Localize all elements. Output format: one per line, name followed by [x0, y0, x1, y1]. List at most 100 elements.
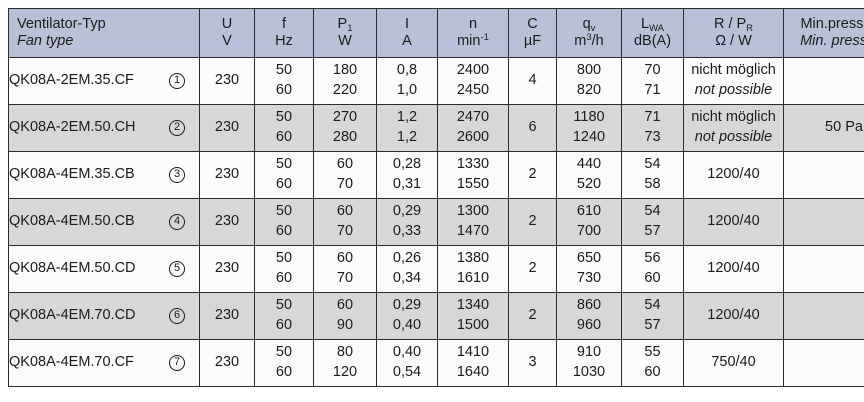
cell-air-flow: 650 730 — [556, 245, 622, 293]
cell-air-flow-value: 610 700 — [557, 202, 621, 241]
cell-power: 270 280 — [313, 104, 377, 152]
cell-air-flow-line: 1030 — [572, 364, 606, 380]
cell-air-flow-value: 1180 1240 — [557, 108, 621, 147]
cell-speed-value: 1380 1610 — [438, 249, 508, 288]
cell-power-line: 180 — [332, 62, 358, 79]
cell-air-flow-line: 820 — [576, 82, 602, 98]
cell-current-value: 0,26 0,34 — [377, 249, 437, 288]
cell-current-value: 0,40 0,54 — [377, 343, 437, 382]
cell-resistance: 750/40 — [683, 339, 784, 387]
header-line-primary: C — [527, 15, 538, 32]
cell-current-line: 0,8 — [396, 62, 418, 79]
cell-fan-type: QK08A-4EM.50.CB 4 — [8, 198, 200, 246]
fan-type-wrap: QK08A-4EM.50.CB 4 — [9, 213, 199, 230]
cell-air-flow-line: 860 — [576, 297, 602, 314]
cell-capacitance-value: 4 — [509, 72, 556, 89]
cell-resistance-value: 1200/40 — [684, 307, 783, 324]
header-line-unit: Ω / W — [715, 33, 752, 49]
cell-air-flow-line: 650 — [576, 250, 602, 267]
cell-voltage-value: 230 — [200, 166, 254, 183]
table-row[interactable]: QK08A-4EM.35.CB 3 230 50 60 60 70 0,28 0,31 1330 1… — [8, 151, 864, 199]
cell-speed: 1380 1610 — [437, 245, 509, 293]
cell-current-line: 0,29 — [392, 297, 422, 314]
cell-air-flow-value: 910 1030 — [557, 343, 621, 382]
cell-resistance-line: 1200/40 — [707, 307, 760, 324]
cell-frequency-value: 50 60 — [255, 155, 313, 194]
cell-speed-line: 1610 — [456, 270, 490, 286]
cell-sound-level-value: 54 58 — [622, 155, 683, 194]
header-line-unit: Fan type — [17, 33, 74, 49]
fan-type-label: QK08A-2EM.35.CF — [9, 72, 134, 89]
table-row[interactable]: QK08A-2EM.35.CF 1 230 50 60 180 220 0,8 1,0 2400 2… — [8, 57, 864, 105]
cell-resistance: nicht möglich not possible — [683, 57, 784, 105]
reference-number-badge: 1 — [169, 72, 185, 89]
cell-frequency-line: 50 — [275, 203, 293, 220]
header-stack: LWA dB(A) — [622, 9, 683, 57]
cell-power-line: 120 — [332, 364, 358, 380]
fan-type-wrap: QK08A-4EM.70.CD 6 — [9, 307, 199, 324]
cell-frequency-value: 50 60 — [255, 202, 313, 241]
header-line-unit: Hz — [275, 33, 293, 49]
header-line-primary: U — [221, 15, 233, 32]
column-header-power: P1 W — [313, 8, 377, 58]
cell-sound-level-value: 71 73 — [622, 108, 683, 147]
cell-frequency-line: 50 — [275, 297, 293, 314]
cell-current-line: 1,2 — [396, 109, 418, 126]
cell-frequency-line: 50 — [275, 250, 293, 267]
cell-sound-level-value: 70 71 — [622, 61, 683, 100]
cell-sound-level: 55 60 — [621, 339, 684, 387]
cell-speed-value: 2400 2450 — [438, 61, 508, 100]
table-row[interactable]: QK08A-4EM.50.CD 5 230 50 60 60 70 0,26 0,34 1380 1… — [8, 245, 864, 293]
cell-current-value: 0,29 0,40 — [377, 296, 437, 335]
cell-voltage: 230 — [199, 57, 255, 105]
cell-frequency-value: 50 60 — [255, 249, 313, 288]
header-line-primary: Ventilator-Typ — [17, 15, 106, 32]
cell-speed-line: 2600 — [456, 129, 490, 145]
cell-power-line: 90 — [336, 317, 354, 333]
header-line-unit: A — [402, 33, 412, 49]
cell-air-flow-line: 730 — [576, 270, 602, 286]
cell-frequency-line: 60 — [275, 82, 293, 98]
header-line-unit: µF — [523, 33, 542, 49]
header-line-primary: Min.pressung — [800, 15, 864, 32]
table-row[interactable]: QK08A-4EM.50.CB 4 230 50 60 60 70 0,29 0,33 1300 1… — [8, 198, 864, 246]
cell-air-flow-line: 700 — [576, 223, 602, 239]
cell-speed-line: 1330 — [456, 156, 490, 173]
cell-air-flow-line: 520 — [576, 176, 602, 192]
cell-resistance: 1200/40 — [683, 198, 784, 246]
cell-min-pressure — [783, 292, 864, 340]
cell-power-line: 60 — [336, 203, 354, 220]
header-line-unit: W — [338, 33, 352, 49]
cell-resistance-line: 1200/40 — [707, 260, 760, 277]
cell-sound-level-line: 54 — [644, 297, 661, 314]
table-row[interactable]: QK08A-2EM.50.CH 2 230 50 60 270 280 1,2 1,2 2470 2… — [8, 104, 864, 152]
cell-resistance-line: nicht möglich — [691, 62, 776, 79]
table-row[interactable]: QK08A-4EM.70.CF 7 230 50 60 80 120 0,40 0,54 1410… — [8, 339, 864, 387]
cell-current-line: 0,33 — [392, 223, 422, 239]
cell-air-flow-line: 610 — [576, 203, 602, 220]
cell-voltage-line: 230 — [214, 213, 240, 230]
cell-current-line: 0,34 — [392, 270, 422, 286]
cell-air-flow-value: 860 960 — [557, 296, 621, 335]
cell-sound-level: 70 71 — [621, 57, 684, 105]
cell-sound-level: 71 73 — [621, 104, 684, 152]
cell-voltage-value: 230 — [200, 213, 254, 230]
cell-current: 0,40 0,54 — [376, 339, 438, 387]
cell-resistance: 1200/40 — [683, 245, 784, 293]
header-line-unit: dB(A) — [633, 33, 672, 49]
cell-voltage: 230 — [199, 151, 255, 199]
cell-air-flow: 910 1030 — [556, 339, 622, 387]
cell-voltage-line: 230 — [214, 307, 240, 324]
cell-resistance-line: 1200/40 — [707, 166, 760, 183]
cell-voltage-value: 230 — [200, 72, 254, 89]
cell-power-line: 60 — [336, 156, 354, 173]
cell-sound-level-value: 56 60 — [622, 249, 683, 288]
column-header-sound-level: LWA dB(A) — [621, 8, 684, 58]
cell-speed-value: 2470 2600 — [438, 108, 508, 147]
table-row[interactable]: QK08A-4EM.70.CD 6 230 50 60 60 90 0,29 0,40 1340 1… — [8, 292, 864, 340]
header-subscript: R — [746, 22, 754, 34]
cell-capacitance-line: 6 — [528, 119, 537, 136]
header-line-primary: I — [404, 15, 410, 32]
